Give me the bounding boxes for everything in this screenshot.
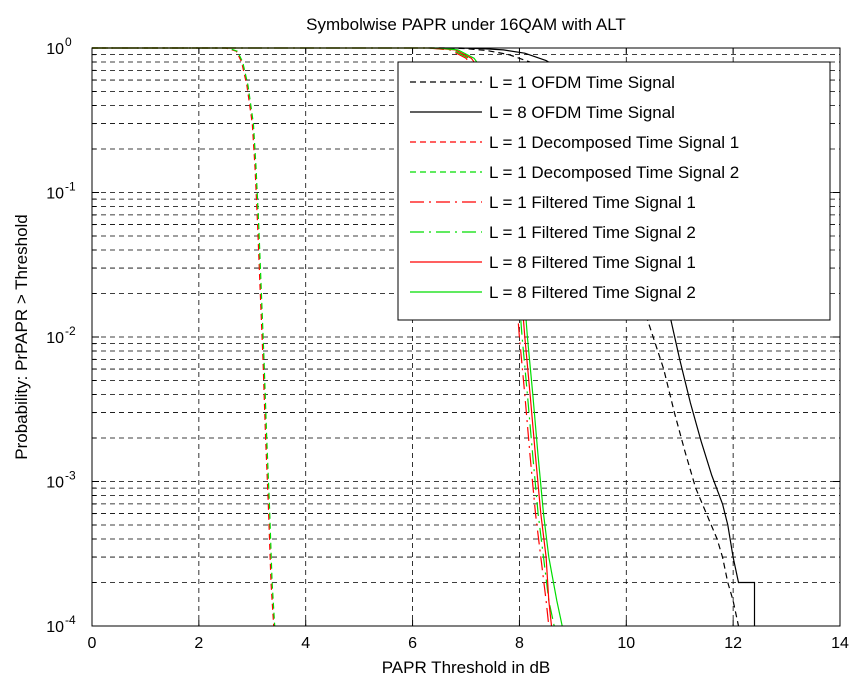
y-axis-label: Probability: PrPAPR > Threshold (12, 214, 31, 460)
y-tick-label: 10 (46, 330, 64, 347)
x-axis-label: PAPR Threshold in dB (382, 658, 551, 677)
y-tick-label: 10 (46, 186, 64, 203)
legend-label: L = 8 Filtered Time Signal 2 (489, 283, 696, 302)
series-line-4 (92, 47, 276, 627)
x-tick-label: 10 (617, 635, 635, 652)
legend-label: L = 1 Decomposed Time Signal 1 (489, 133, 739, 152)
series-line-6 (92, 47, 555, 627)
y-tick-label: 10 (46, 475, 64, 492)
y-tick-label-exponent: -4 (65, 613, 76, 627)
x-tick-label: 12 (724, 635, 742, 652)
y-tick-label-exponent: -1 (65, 180, 76, 194)
series-line-3 (92, 47, 275, 627)
y-tick-label: 10 (46, 619, 64, 636)
y-tick-label-exponent: 0 (65, 35, 72, 49)
legend-items: L = 1 OFDM Time Signal L = 8 OFDM Time Si… (410, 73, 739, 302)
y-tick-label-exponent: -3 (65, 469, 76, 483)
legend-label: L = 1 Decomposed Time Signal 2 (489, 163, 739, 182)
legend-label: L = 8 OFDM Time Signal (489, 103, 675, 122)
x-tick-label: 6 (408, 635, 417, 652)
legend: L = 1 OFDM Time Signal L = 8 OFDM Time Si… (397, 61, 831, 321)
y-tick-label-exponent: -2 (65, 324, 76, 338)
legend-label: L = 1 Filtered Time Signal 2 (489, 223, 696, 242)
x-tick-label: 14 (831, 635, 849, 652)
legend-label: L = 1 OFDM Time Signal (489, 73, 675, 92)
legend-label: L = 8 Filtered Time Signal 1 (489, 253, 696, 272)
legend-label: L = 1 Filtered Time Signal 1 (489, 193, 696, 212)
x-tick-label: 2 (194, 635, 203, 652)
x-tick-label: 8 (515, 635, 524, 652)
x-tick-label: 0 (88, 635, 97, 652)
legend-box (397, 61, 831, 321)
chart-title: Symbolwise PAPR under 16QAM with ALT (306, 15, 626, 34)
x-tick-label: 4 (301, 635, 310, 652)
series-line-5 (92, 47, 550, 627)
y-tick-label: 10 (46, 41, 64, 58)
